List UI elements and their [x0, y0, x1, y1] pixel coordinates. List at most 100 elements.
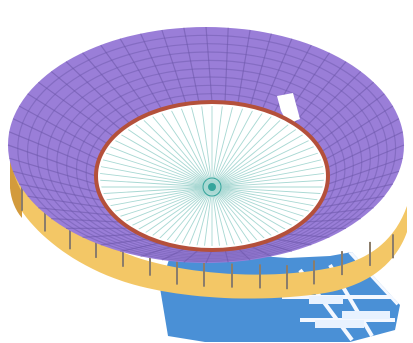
field-radial-line	[211, 106, 261, 188]
field-radial-line	[121, 186, 213, 246]
roof-radial-line	[183, 27, 200, 103]
field-radial-line	[100, 178, 213, 188]
roof-radial-line	[273, 238, 312, 246]
roof-radial-line	[8, 131, 97, 169]
field-radial-line	[211, 186, 303, 246]
field-radial-line	[100, 186, 213, 196]
roof-radial-line	[12, 118, 100, 161]
roof-radial-line	[293, 61, 347, 125]
field-radial-line	[211, 186, 293, 246]
roof-radial-line	[310, 207, 374, 216]
roof-radial-line	[38, 207, 114, 216]
roof-radial-line	[140, 33, 175, 107]
field-radial-line	[112, 118, 213, 188]
roof-ring-line	[46, 59, 371, 258]
field-radial-line	[100, 145, 213, 188]
roof-radial-line	[18, 105, 103, 153]
field-radial-line	[211, 106, 272, 188]
field-radial-line	[175, 186, 213, 246]
roof-radial-line	[250, 245, 272, 257]
field-radial-line	[211, 113, 303, 188]
field-radial-line	[187, 106, 213, 188]
roof-radial-line	[82, 233, 140, 238]
roof-ring-line	[26, 43, 388, 261]
roof-radial-line	[7, 144, 97, 177]
roof-radial-line	[37, 81, 115, 138]
field-radial-line	[141, 186, 213, 246]
field-radial-line	[175, 106, 213, 188]
roof-radial-line	[302, 70, 362, 131]
roof-radial-line	[324, 118, 400, 161]
field-radial-line	[100, 161, 213, 188]
roof-ring-line	[17, 34, 397, 263]
roof-radial-line	[161, 247, 187, 261]
field-radial-line	[211, 186, 272, 246]
roof-radial-line	[183, 249, 200, 263]
roof-radial-line	[261, 38, 293, 110]
roof-ring-line	[66, 76, 354, 255]
field-radial-line	[163, 106, 213, 188]
field-radial-line	[211, 131, 324, 188]
field-radial-line	[211, 106, 225, 188]
roof-radial-line	[309, 81, 375, 138]
roof-radial-line	[237, 29, 251, 104]
roof-radial-line	[302, 218, 361, 223]
roof-radial-line	[65, 61, 131, 125]
roof-radial-line	[27, 93, 108, 145]
roof-radial-line	[327, 157, 403, 185]
field-radial-line	[211, 138, 324, 188]
roof-radial-line	[100, 44, 151, 114]
roof-radial-line	[140, 245, 174, 257]
field-radial-line	[211, 186, 324, 205]
outer-facade	[10, 156, 407, 299]
field-radial-line	[131, 186, 213, 246]
roof-radial-line	[224, 27, 229, 103]
roof-radial-line	[324, 170, 400, 194]
field-radial-line	[163, 186, 213, 246]
field-radial-line	[100, 186, 213, 213]
roof-radial-line	[50, 70, 122, 131]
roof-ring-line	[36, 51, 380, 260]
field-radial-line	[187, 186, 213, 246]
field-radial-line	[211, 145, 324, 188]
field-radial-line	[211, 169, 324, 188]
field-radial-line	[100, 138, 213, 188]
roof-radial-line	[9, 157, 97, 185]
roof-radial-line	[100, 238, 151, 246]
roof-radial-line	[12, 170, 100, 194]
field-radial-line	[141, 106, 213, 188]
roof-radial-line	[316, 93, 385, 145]
roof-radial-line	[321, 183, 394, 201]
field-radial-line	[211, 106, 237, 188]
field-radial-line	[211, 186, 324, 213]
field-radial-line	[199, 186, 213, 246]
field-radial-line	[152, 106, 213, 188]
roof-ring-line	[75, 84, 346, 254]
roof-radial-line	[327, 131, 404, 169]
field-radial-line	[211, 186, 249, 246]
roof-radial-line	[82, 52, 141, 119]
field-radial-line	[211, 186, 237, 246]
field-radial-line	[100, 186, 213, 205]
field-radial-line	[104, 124, 213, 188]
field-radial-line	[131, 108, 213, 188]
roof-radial-line	[205, 26, 213, 103]
roof-radial-line	[262, 242, 293, 252]
roof-radial-line	[321, 105, 394, 153]
roof-ring-line	[56, 67, 363, 257]
field-radial-line	[199, 106, 213, 188]
roof-radial-line	[161, 29, 187, 105]
roof-radial-line	[284, 233, 330, 238]
field-radial-line	[100, 131, 213, 188]
field-radial-line	[211, 106, 283, 188]
roof-radial-line	[18, 183, 103, 201]
field-radial-line	[211, 161, 324, 188]
field-radial-line	[121, 113, 213, 188]
field-radial-line	[211, 124, 320, 188]
roof-radial-line	[224, 249, 229, 263]
roof-radial-line	[51, 218, 122, 223]
field-radial-line	[211, 118, 312, 188]
roof-radial-line	[316, 195, 385, 209]
